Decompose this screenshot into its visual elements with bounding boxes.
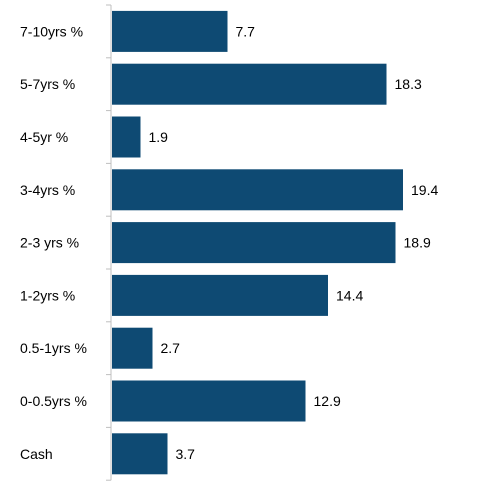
bar-value-label: 7.7: [236, 23, 256, 39]
bars: [112, 10, 403, 475]
bar-value-label: 2.7: [161, 340, 181, 356]
bar: [112, 116, 141, 158]
y-axis: [106, 4, 112, 481]
category-tick-label: 7-10yrs %: [20, 23, 83, 39]
bar: [112, 63, 387, 105]
category-tick-label: 3-4yrs %: [20, 182, 75, 198]
category-tick-label: Cash: [20, 446, 53, 462]
bar: [112, 327, 153, 369]
bar: [112, 274, 328, 316]
category-tick-label: 4-5yr %: [20, 129, 68, 145]
labels: 7-10yrs % 7.7 5-7yrs % 18.3 4-5yr % 1.9 3-4yrs…: [20, 23, 438, 461]
category-tick-label: 2-3 yrs %: [20, 235, 79, 251]
bar-value-label: 14.4: [336, 287, 363, 303]
bar: [112, 169, 403, 211]
bar-value-label: 1.9: [149, 129, 169, 145]
bar-value-label: 18.9: [404, 235, 431, 251]
category-tick-label: 0.5-1yrs %: [20, 340, 87, 356]
category-tick-label: 1-2yrs %: [20, 287, 75, 303]
bar: [112, 10, 228, 52]
bar-value-label: 3.7: [176, 446, 196, 462]
category-tick-label: 0-0.5yrs %: [20, 393, 87, 409]
bar: [112, 222, 396, 264]
bar-value-label: 19.4: [411, 182, 438, 198]
bar-value-label: 12.9: [314, 393, 341, 409]
bar: [112, 380, 306, 422]
bar: [112, 433, 168, 475]
bar-value-label: 18.3: [395, 76, 422, 92]
category-tick-label: 5-7yrs %: [20, 76, 75, 92]
